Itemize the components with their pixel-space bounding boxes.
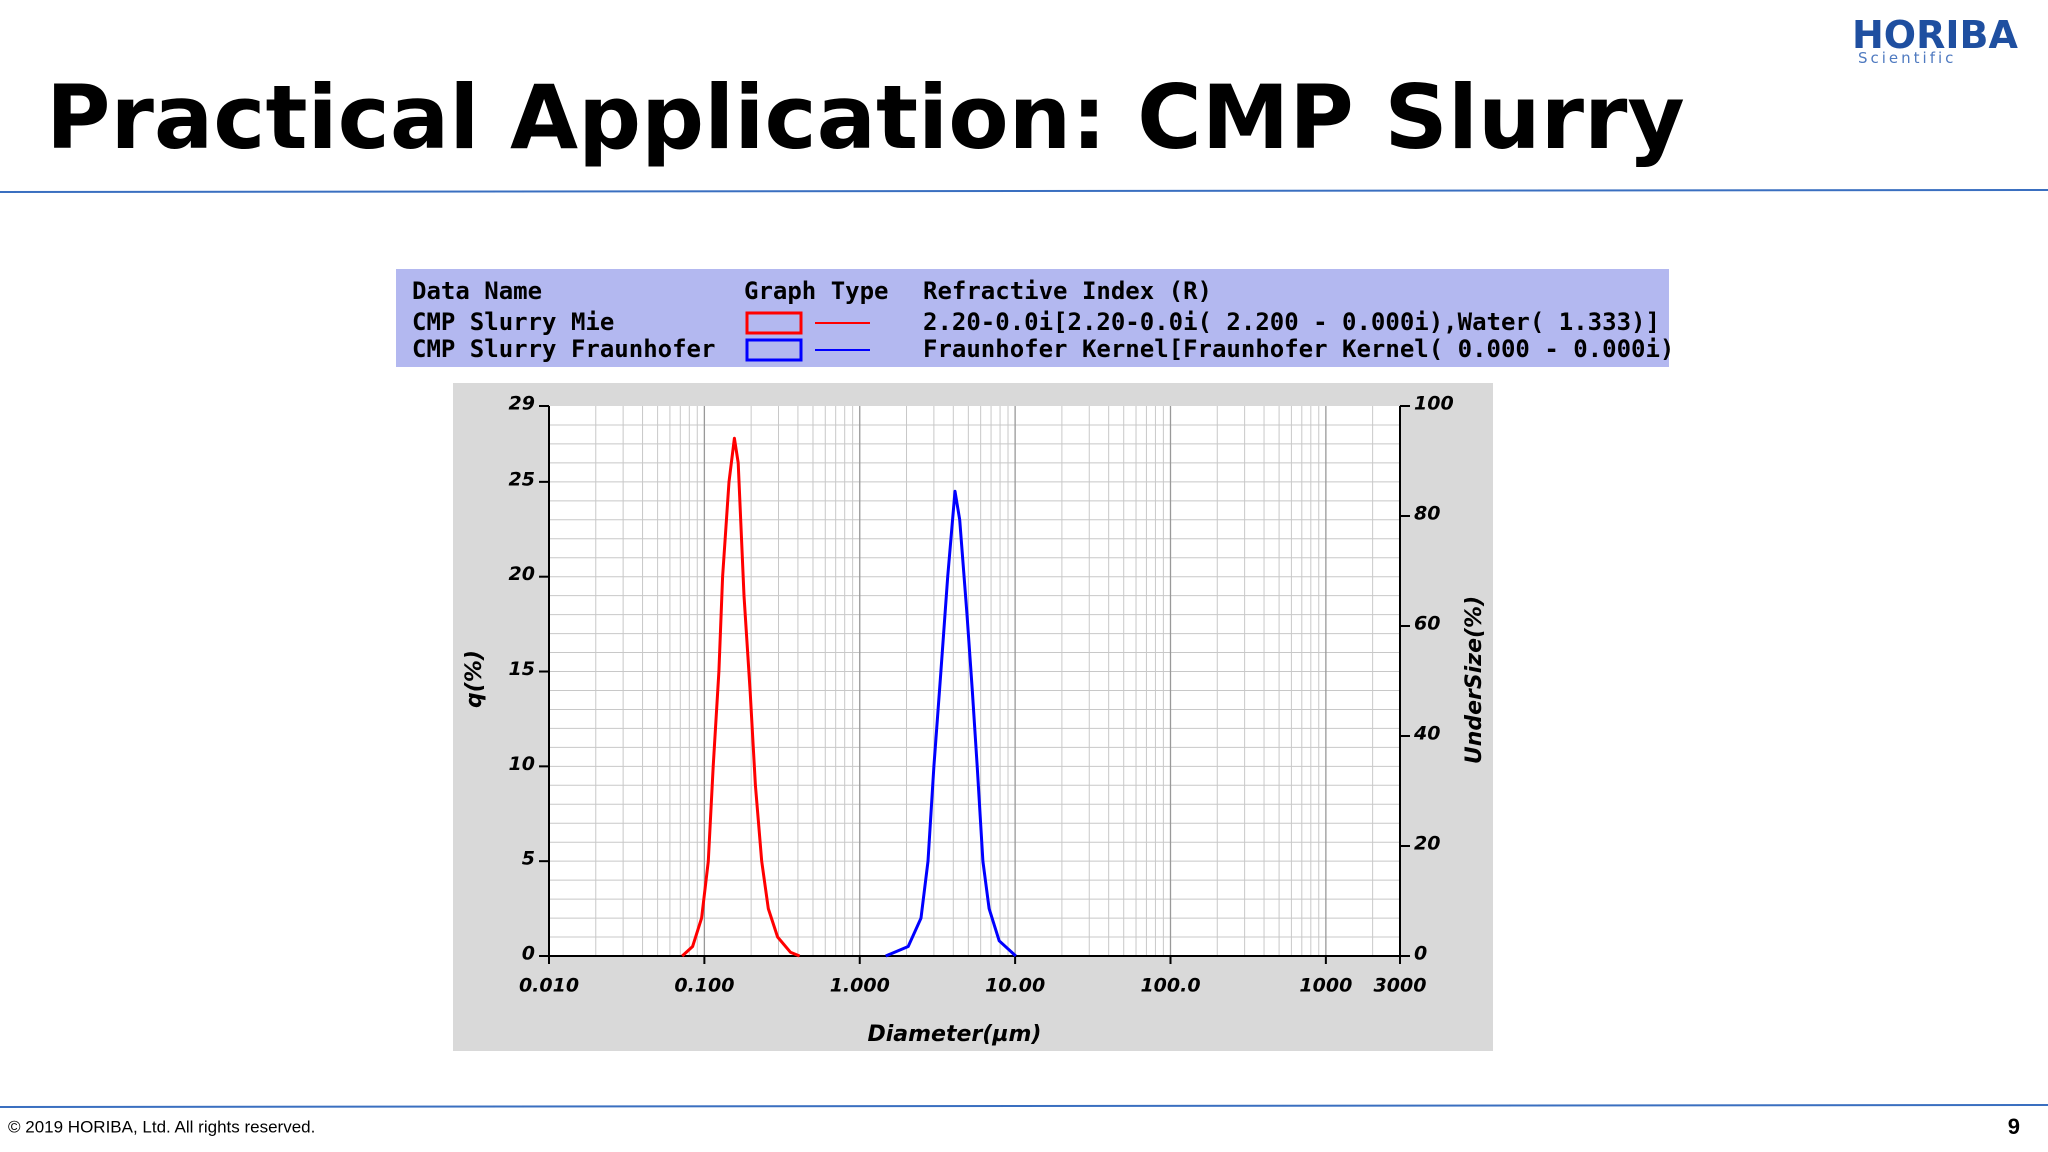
legend-swatch [745, 338, 803, 362]
y-axis-label: q(%) [462, 650, 487, 708]
legend-refractive-index: Fraunhofer Kernel[Fraunhofer Kernel( 0.0… [923, 335, 1674, 363]
plot-area [549, 406, 1400, 956]
y-tick-label: 10 [509, 753, 535, 775]
y-tick-label: 0 [522, 943, 535, 965]
legend-name: CMP Slurry Fraunhofer [412, 335, 715, 363]
y-tick-label: 25 [509, 468, 535, 490]
series-line [885, 489, 1017, 958]
page-number: 9 [2008, 1114, 2020, 1139]
y2-tick-label: 20 [1414, 833, 1440, 855]
y2-tick-label: 80 [1414, 503, 1440, 525]
y2-tick-label: 0 [1414, 943, 1427, 965]
header-rule [0, 189, 2048, 193]
x-tick-label: 1.000 [830, 975, 890, 997]
x-tick-label: 0.100 [674, 975, 734, 997]
x-tick-label: 10.00 [985, 975, 1045, 997]
legend-refractive-index: 2.20-0.0i[2.20-0.0i( 2.200 - 0.000i),Wat… [923, 308, 1660, 336]
y-tick-label: 29 [509, 393, 535, 415]
series-line [681, 436, 801, 958]
y-tick-label: 15 [509, 658, 535, 680]
y2-tick-label: 100 [1414, 393, 1454, 415]
y-tick-label: 20 [509, 563, 535, 585]
legend-header: Graph Type [744, 277, 889, 305]
y2-axis-label: UnderSize(%) [1462, 596, 1487, 764]
legend-table [396, 269, 1669, 367]
x-tick-label: 3000 [1374, 975, 1427, 997]
logo: HORIBA [1852, 13, 2018, 57]
footer-rule [0, 1104, 2048, 1108]
y2-tick-label: 60 [1414, 613, 1440, 635]
legend-name: CMP Slurry Mie [412, 308, 614, 336]
x-tick-label: 0.010 [519, 975, 579, 997]
grid [548, 406, 1401, 956]
slide-title: Practical Application: CMP Slurry [46, 66, 1685, 169]
legend-header: Data Name [412, 277, 542, 305]
legend-swatch [745, 311, 803, 335]
x-tick-label: 100.0 [1140, 975, 1200, 997]
y2-tick-label: 40 [1413, 723, 1440, 745]
legend-header: Refractive Index (R) [923, 277, 1212, 305]
x-tick-label: 1000 [1299, 975, 1352, 997]
footer: © 2019 HORIBA, Ltd. All rights reserved. [8, 1117, 315, 1136]
x-axis-label: Diameter(µm) [867, 1022, 1041, 1047]
y-tick-label: 5 [522, 848, 535, 870]
logo-subtitle: Scientific [1858, 49, 1956, 67]
